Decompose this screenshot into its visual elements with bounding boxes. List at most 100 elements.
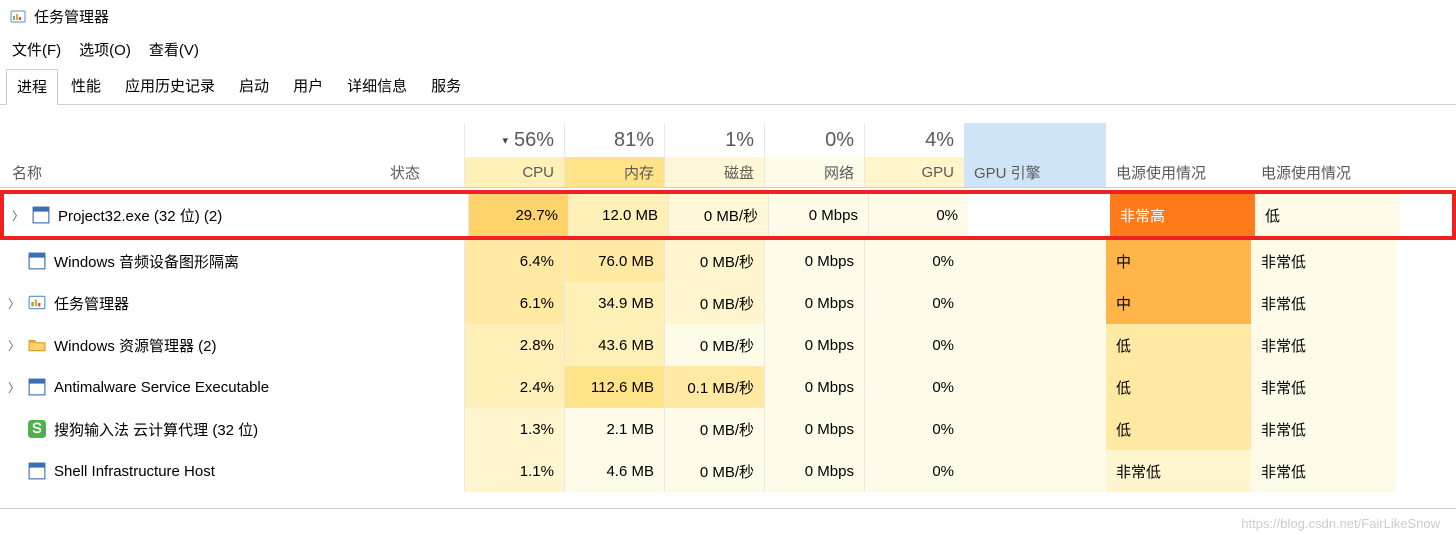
gpu-cell: 0% bbox=[864, 282, 964, 324]
mem-cell: 12.0 MB bbox=[568, 194, 668, 236]
col-cpu-sort[interactable]: ▾56% bbox=[464, 123, 564, 157]
mem-cell: 2.1 MB bbox=[564, 408, 664, 450]
disk-cell: 0 MB/秒 bbox=[664, 324, 764, 366]
cpu-cell: 29.7% bbox=[468, 194, 568, 236]
mem-cell: 76.0 MB bbox=[564, 240, 664, 282]
process-icon bbox=[28, 252, 46, 270]
net-cell: 0 Mbps bbox=[764, 240, 864, 282]
process-row[interactable]: 〉 Antimalware Service Executable 2.4%112.6… bbox=[0, 366, 1456, 408]
gpu-engine-cell bbox=[964, 450, 1106, 492]
power-trend-cell: 非常低 bbox=[1251, 240, 1396, 282]
power-cell: 低 bbox=[1106, 366, 1251, 408]
gpu-cell: 0% bbox=[864, 324, 964, 366]
watermark: https://blog.csdn.net/FairLikeSnow bbox=[1241, 516, 1440, 531]
disk-cell: 0 MB/秒 bbox=[664, 450, 764, 492]
gpu-cell: 0% bbox=[864, 408, 964, 450]
process-name: Project32.exe (32 位) (2) bbox=[58, 205, 222, 226]
gpu-engine-cell bbox=[964, 408, 1106, 450]
status-cell bbox=[380, 240, 464, 282]
process-list: 〉Project32.exe (32 位) (2)29.7%12.0 MB0 M… bbox=[0, 190, 1456, 492]
col-gpu-engine[interactable]: GPU 引擎 bbox=[964, 157, 1106, 187]
disk-cell: 0.1 MB/秒 bbox=[664, 366, 764, 408]
tab-2[interactable]: 应用历史记录 bbox=[114, 68, 226, 104]
expand-chevron-icon[interactable]: 〉 bbox=[8, 379, 20, 396]
process-icon bbox=[28, 378, 46, 396]
col-name[interactable]: 名称 bbox=[0, 157, 380, 187]
process-name: Windows 音频设备图形隔离 bbox=[54, 251, 239, 272]
process-row[interactable]: 〉Windows 资源管理器 (2)2.8%43.6 MB0 MB/秒0 Mbp… bbox=[0, 324, 1456, 366]
expand-chevron-icon[interactable]: 〉 bbox=[8, 295, 20, 312]
status-cell bbox=[380, 408, 464, 450]
gpu-engine-cell bbox=[964, 240, 1106, 282]
status-cell bbox=[384, 194, 468, 236]
col-mem[interactable]: 内存 bbox=[564, 157, 664, 187]
gpu-engine-cell bbox=[964, 324, 1106, 366]
gpu-cell: 0% bbox=[864, 240, 964, 282]
tab-1[interactable]: 性能 bbox=[60, 68, 112, 104]
tab-0[interactable]: 进程 bbox=[6, 69, 58, 105]
power-trend-cell: 非常低 bbox=[1251, 366, 1396, 408]
disk-cell: 0 MB/秒 bbox=[664, 408, 764, 450]
tab-6[interactable]: 服务 bbox=[420, 68, 472, 104]
power-trend-cell: 非常低 bbox=[1251, 282, 1396, 324]
col-disk[interactable]: 磁盘 bbox=[664, 157, 764, 187]
power-cell: 非常高 bbox=[1110, 194, 1255, 236]
power-trend-cell: 非常低 bbox=[1251, 324, 1396, 366]
tab-5[interactable]: 详细信息 bbox=[336, 68, 418, 104]
tab-3[interactable]: 启动 bbox=[228, 68, 280, 104]
cpu-cell: 2.8% bbox=[464, 324, 564, 366]
net-cell: 0 Mbps bbox=[764, 282, 864, 324]
process-name: Antimalware Service Executable bbox=[54, 379, 269, 396]
process-row[interactable]: 〉任务管理器6.1%34.9 MB0 MB/秒0 Mbps0%中非常低 bbox=[0, 282, 1456, 324]
col-gpu[interactable]: GPU bbox=[864, 157, 964, 187]
col-net[interactable]: 网络 bbox=[764, 157, 864, 187]
cpu-cell: 2.4% bbox=[464, 366, 564, 408]
process-icon bbox=[28, 420, 46, 438]
power-cell: 低 bbox=[1106, 408, 1251, 450]
expand-chevron-icon[interactable]: 〉 bbox=[12, 207, 24, 224]
task-manager-icon bbox=[10, 9, 26, 25]
expand-chevron-icon[interactable]: 〉 bbox=[8, 337, 20, 354]
process-row[interactable]: 〉Shell Infrastructure Host1.1%4.6 MB0 MB… bbox=[0, 450, 1456, 492]
process-name: Windows 资源管理器 (2) bbox=[54, 335, 217, 356]
power-trend-cell: 非常低 bbox=[1251, 408, 1396, 450]
net-cell: 0 Mbps bbox=[764, 324, 864, 366]
disk-cell: 0 MB/秒 bbox=[664, 282, 764, 324]
process-icon bbox=[28, 294, 46, 312]
gpu-engine-cell bbox=[964, 366, 1106, 408]
disk-cell: 0 MB/秒 bbox=[668, 194, 768, 236]
col-power[interactable]: 电源使用情况 bbox=[1106, 157, 1251, 187]
disk-cell: 0 MB/秒 bbox=[664, 240, 764, 282]
mem-cell: 112.6 MB bbox=[564, 366, 664, 408]
process-row[interactable]: 〉 Project32.exe (32 位) (2) 29.7%12.0 MB0 M… bbox=[4, 194, 1452, 236]
process-name: 搜狗输入法 云计算代理 (32 位) bbox=[54, 419, 258, 440]
net-cell: 0 Mbps bbox=[764, 366, 864, 408]
menubar: 文件(F) 选项(O) 查看(V) bbox=[0, 33, 1456, 68]
status-cell bbox=[380, 324, 464, 366]
column-headers: ▾56% 81% 1% 0% 4% 名称 状态 CPU 内存 磁盘 网络 GPU… bbox=[0, 123, 1456, 188]
status-cell bbox=[380, 282, 464, 324]
process-row[interactable]: 〉Windows 音频设备图形隔离6.4%76.0 MB0 MB/秒0 Mbps… bbox=[0, 240, 1456, 282]
power-cell: 中 bbox=[1106, 282, 1251, 324]
cpu-cell: 1.1% bbox=[464, 450, 564, 492]
power-trend-cell: 非常低 bbox=[1251, 450, 1396, 492]
col-status[interactable]: 状态 bbox=[380, 157, 464, 187]
menu-view[interactable]: 查看(V) bbox=[149, 39, 199, 60]
gpu-cell: 0% bbox=[864, 450, 964, 492]
menu-options[interactable]: 选项(O) bbox=[79, 39, 131, 60]
col-cpu[interactable]: CPU bbox=[464, 157, 564, 187]
cpu-cell: 1.3% bbox=[464, 408, 564, 450]
menu-file[interactable]: 文件(F) bbox=[12, 39, 61, 60]
tab-bar: 进程性能应用历史记录启动用户详细信息服务 bbox=[0, 68, 1456, 105]
process-name: Shell Infrastructure Host bbox=[54, 463, 215, 480]
bottom-divider bbox=[0, 508, 1456, 509]
col-power-trend[interactable]: 电源使用情况 bbox=[1251, 157, 1396, 187]
mem-cell: 34.9 MB bbox=[564, 282, 664, 324]
process-icon bbox=[28, 462, 46, 480]
status-cell bbox=[380, 450, 464, 492]
power-cell: 中 bbox=[1106, 240, 1251, 282]
gpu-engine-cell bbox=[964, 282, 1106, 324]
process-icon bbox=[32, 206, 50, 224]
tab-4[interactable]: 用户 bbox=[282, 68, 334, 104]
process-row[interactable]: 〉搜狗输入法 云计算代理 (32 位)1.3%2.1 MB0 MB/秒0 Mbp… bbox=[0, 408, 1456, 450]
